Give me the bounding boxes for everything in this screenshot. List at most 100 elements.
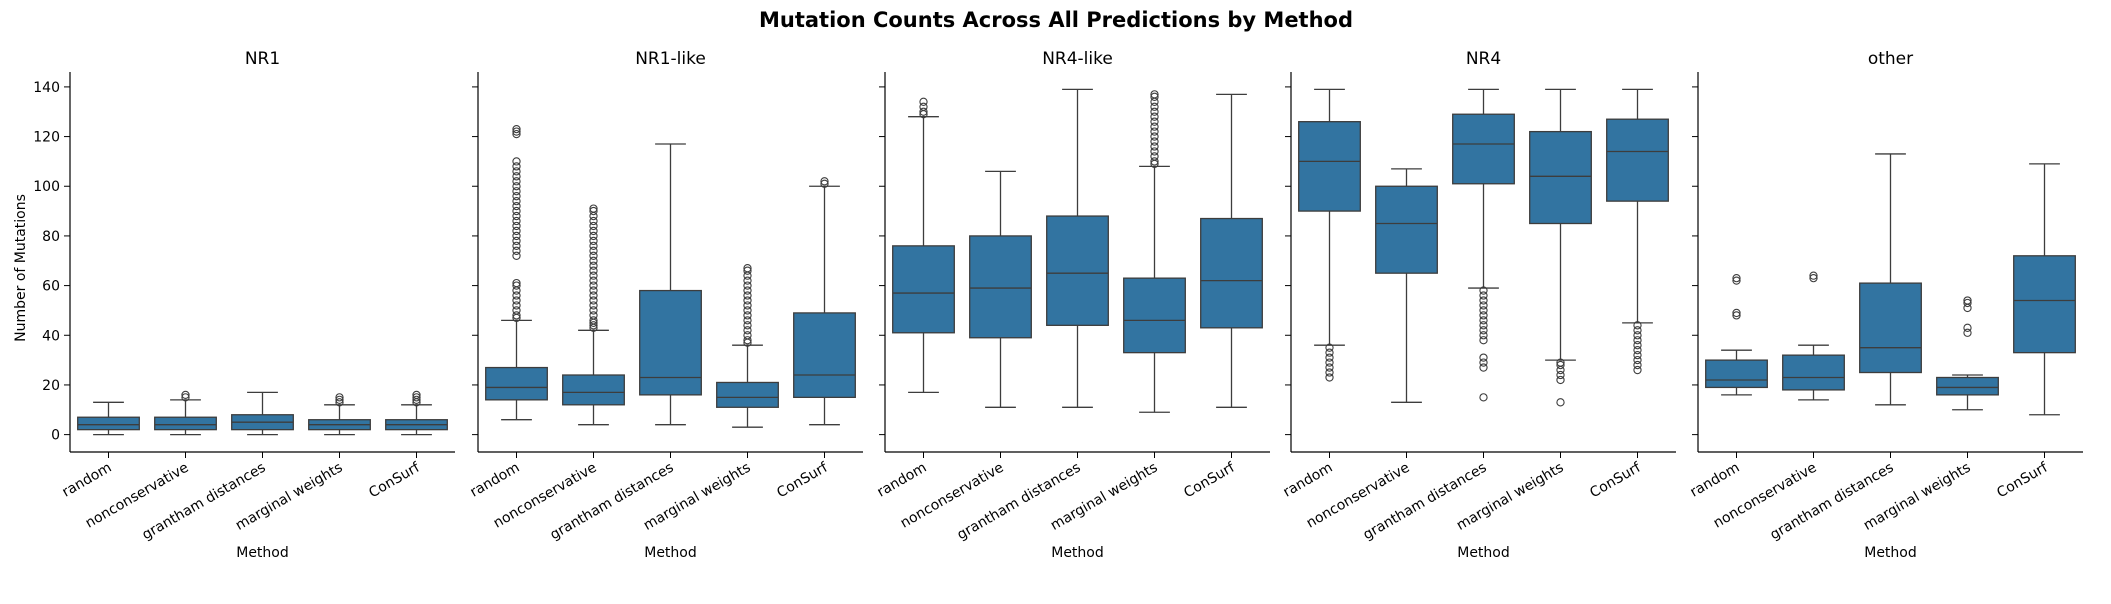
outlier-point	[1479, 353, 1488, 362]
outlier-point	[919, 102, 928, 111]
outlier-point	[1325, 343, 1334, 352]
box-0	[77, 401, 140, 436]
outlier-point	[512, 236, 521, 246]
y-tick-label: 140	[33, 80, 60, 96]
box-iqr	[716, 381, 779, 408]
outlier-point	[1479, 321, 1488, 330]
outlier-point	[589, 311, 598, 320]
outlier-point	[512, 129, 521, 139]
box-2	[639, 143, 702, 426]
outlier-point	[743, 296, 752, 305]
outlier-point	[1963, 298, 1972, 308]
outlier-point	[1150, 117, 1159, 126]
outlier-point	[512, 206, 521, 216]
x-tick-label: ConSurf	[366, 459, 423, 501]
outlier-point	[1325, 373, 1334, 382]
outlier-point	[589, 231, 598, 241]
outlier-point	[1150, 92, 1159, 101]
outlier-point	[1150, 112, 1159, 121]
box-iqr	[1782, 354, 1845, 391]
outlier-point	[589, 236, 598, 246]
box-iqr	[969, 235, 1032, 339]
outlier-point	[512, 306, 521, 315]
outlier-point	[1633, 331, 1642, 340]
outlier-point	[512, 211, 521, 221]
y-tick-label: 100	[33, 179, 60, 195]
box-iqr	[1046, 215, 1109, 326]
outlier-point	[919, 97, 928, 106]
outlier-point	[1479, 336, 1488, 345]
outlier-point	[512, 311, 521, 320]
x-tick-label: ConSurf	[774, 459, 831, 501]
outlier-point	[1479, 393, 1488, 402]
x-tick-label: grantham distances	[954, 460, 1083, 544]
outlier-point	[512, 278, 521, 288]
box-4	[793, 177, 856, 426]
outlier-point	[512, 216, 521, 226]
outlier-point	[512, 231, 521, 241]
outlier-point	[512, 281, 521, 290]
outlier-point	[589, 296, 598, 305]
outlier-point	[1809, 273, 1818, 283]
x-axis-label: Method	[1864, 545, 1917, 561]
x-tick-label: random	[1280, 460, 1335, 501]
box-3	[1529, 88, 1592, 407]
figure-title: Mutation Counts Across All Predictions b…	[759, 8, 1353, 32]
outlier-point	[743, 321, 752, 330]
box-1	[562, 204, 625, 426]
outlier-point	[512, 127, 521, 136]
y-tick-label: 60	[42, 279, 60, 295]
box-4	[2013, 163, 2076, 416]
outlier-point	[589, 226, 598, 236]
x-tick-label: grantham distances	[139, 460, 268, 544]
box-0	[1298, 88, 1361, 382]
outlier-point	[1809, 271, 1818, 280]
outlier-point	[1325, 363, 1334, 372]
outlier-point	[1150, 152, 1159, 161]
outlier-point	[1479, 358, 1488, 367]
box-iqr	[485, 366, 548, 401]
outlier-point	[1150, 137, 1159, 146]
outlier-point	[743, 316, 752, 325]
outlier-point	[743, 264, 752, 273]
outlier-point	[512, 177, 521, 186]
x-axis-label: Method	[236, 545, 289, 561]
outlier-point	[512, 162, 521, 171]
outlier-point	[1963, 323, 1972, 332]
outlier-point	[1633, 336, 1642, 345]
outlier-point	[743, 306, 752, 315]
outlier-point	[1556, 375, 1565, 385]
outlier-point	[1633, 341, 1642, 350]
outlier-point	[512, 296, 521, 305]
panel-title: NR4	[1466, 49, 1501, 69]
outlier-point	[589, 216, 598, 226]
outlier-point	[1150, 102, 1159, 111]
outlier-point	[743, 311, 752, 320]
outlier-point	[1556, 398, 1565, 407]
outlier-point	[512, 201, 521, 211]
outlier-point	[1325, 368, 1334, 377]
outlier-point	[1150, 132, 1159, 141]
outlier-point	[1150, 157, 1159, 166]
box-4	[1200, 93, 1263, 408]
box-iqr	[1375, 185, 1438, 274]
box-iqr	[77, 416, 140, 431]
x-tick-label: grantham distances	[547, 460, 676, 544]
outlier-point	[1479, 311, 1488, 320]
x-tick-label: ConSurf	[1994, 459, 2051, 501]
x-tick-label: grantham distances	[1767, 460, 1896, 544]
outlier-point	[589, 276, 598, 285]
outlier-point	[181, 390, 190, 400]
outlier-point	[1150, 122, 1159, 131]
outlier-point	[512, 221, 521, 231]
outlier-point	[512, 187, 521, 196]
outlier-point	[1479, 286, 1488, 295]
outlier-point	[512, 157, 521, 166]
box-iqr	[639, 289, 702, 396]
box-2	[1452, 88, 1515, 402]
box-1	[1782, 271, 1845, 401]
outlier-point	[1479, 316, 1488, 325]
box-0	[1705, 273, 1768, 396]
